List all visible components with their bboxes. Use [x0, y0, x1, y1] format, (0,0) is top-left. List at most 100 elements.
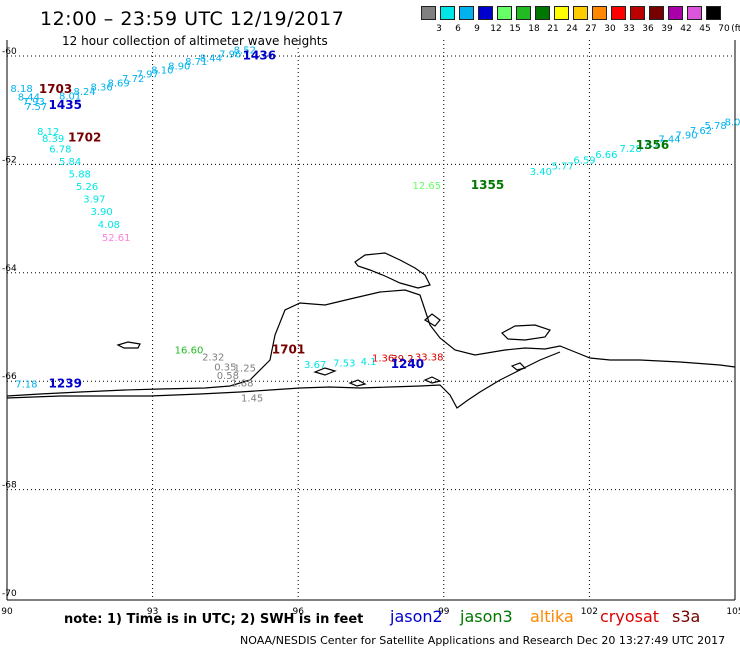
legend-swatch — [611, 6, 626, 20]
swh-value-label: 7.77 — [644, 139, 666, 150]
legend-label: 3 — [436, 24, 442, 34]
swh-value-label: 5.26 — [76, 182, 98, 193]
legend-label: 15 — [509, 24, 521, 34]
swh-value-label: 0.58 — [217, 371, 239, 382]
satellite-altika: altika — [530, 607, 574, 626]
swh-value-label: 7.57 — [25, 102, 47, 113]
pass-time-label: 1355 — [471, 178, 504, 192]
swh-value-label: 8.10 — [151, 65, 173, 76]
swh-value-label: 8.44 — [200, 53, 222, 64]
lat-tick-label: -68 — [2, 481, 17, 491]
altimeter-tracks: 8.527.968.448.718.908.107.977.728.698.36… — [10, 45, 740, 404]
axis-tick-labels: 90 93 96 99 102 105 -60 -62 -64 -66 -68 -70 — [1, 47, 740, 617]
legend-swatch — [649, 6, 664, 20]
legend-swatch — [668, 6, 683, 20]
legend-unit: (ft) — [731, 24, 740, 34]
legend-label: 30 — [604, 24, 616, 34]
swh-value-label: 8.12 — [37, 127, 59, 138]
swh-value-label: 8.0 — [725, 117, 740, 128]
swh-value-label: 8.18 — [10, 84, 32, 95]
legend-label: 9 — [474, 24, 480, 34]
lat-tick-label: -70 — [2, 589, 17, 599]
satellite-cryosat: cryosat — [600, 607, 660, 626]
map-frame — [6, 40, 736, 601]
lat-tick-label: -60 — [2, 47, 17, 57]
swh-value-label: 7.53 — [333, 359, 355, 370]
swh-value-label: 12.65 — [412, 181, 441, 192]
legend-label: 27 — [585, 24, 597, 34]
swh-value-label: 8.71 — [185, 57, 207, 68]
swh-value-label: 5.78 — [704, 121, 726, 132]
swh-value-label: 5.84 — [59, 157, 81, 168]
swh-value-label: 6.66 — [595, 150, 617, 161]
swh-value-label: 6.78 — [49, 144, 71, 155]
swh-value-label: 7.93 — [23, 97, 45, 108]
pass-time-label: 1435 — [49, 98, 82, 112]
lat-tick-label: -66 — [2, 372, 17, 382]
legend-label: 21 — [547, 24, 559, 34]
legend-swatch — [459, 6, 474, 20]
swh-value-label: 3.67 — [304, 360, 326, 371]
lon-tick-label: 90 — [1, 607, 13, 617]
legend-swatch — [535, 6, 550, 20]
swh-value-label: 4.08 — [98, 220, 120, 231]
swh-value-label: 7.90 — [675, 130, 697, 141]
pass-time-label: 1701 — [272, 343, 305, 357]
swh-value-label: 7.44 — [658, 135, 680, 146]
legend-swatch — [573, 6, 588, 20]
swh-value-label: 1.25 — [234, 363, 256, 374]
swh-value-label: 16.60 — [175, 346, 204, 357]
swh-value-label: 1.45 — [241, 393, 263, 404]
swh-value-label: 8.44 — [18, 92, 40, 103]
swh-value-label: 8.24 — [74, 87, 96, 98]
note-text: note: 1) Time is in UTC; 2) SWH is in fe… — [64, 612, 364, 627]
page-title: 12:00 – 23:59 UTC 12/19/2017 — [40, 8, 345, 30]
legend-label: 6 — [455, 24, 461, 34]
swh-value-label: 5.77 — [552, 161, 574, 172]
legend-swatch — [592, 6, 607, 20]
pass-time-label: 1356 — [636, 138, 669, 152]
swh-value-label: 8.39 — [42, 134, 64, 145]
swh-value-label: 1.36 — [372, 354, 394, 365]
swh-value-label: 7.96 — [219, 50, 241, 61]
legend-swatch — [440, 6, 455, 20]
legend-label: 42 — [680, 24, 692, 34]
swh-value-label: 5.88 — [69, 169, 91, 180]
swh-value-label: 0.35 — [214, 362, 236, 373]
satellite-jason2: jason2 — [390, 607, 443, 626]
legend-label: 33 — [623, 24, 635, 34]
legend-swatch — [478, 6, 493, 20]
lon-tick-label: 105 — [726, 607, 740, 617]
legend-swatch — [516, 6, 531, 20]
swh-value-label: 7.28 — [620, 144, 642, 155]
pass-time-label: 1239 — [49, 377, 82, 391]
swh-value-label: 7.62 — [690, 126, 712, 137]
swh-value-label: 3.97 — [83, 194, 105, 205]
swh-value-label: 8.52 — [234, 45, 256, 56]
swh-value-label: 8.36 — [91, 83, 113, 94]
legend-swatch — [687, 6, 702, 20]
page-subtitle: 12 hour collection of altimeter wave hei… — [62, 34, 328, 48]
swh-value-label: 33.38 — [415, 353, 444, 364]
lon-tick-label: 102 — [581, 607, 598, 617]
pass-time-label: 1702 — [68, 131, 101, 145]
satellite-s3a: s3a — [672, 607, 701, 626]
legend-swatch — [554, 6, 569, 20]
swh-value-label: 7.18 — [15, 380, 37, 391]
antarctic-coastline — [6, 252, 736, 409]
swh-value-label: 52.61 — [102, 233, 131, 244]
swh-value-label: 1.88 — [231, 379, 253, 390]
swh-value-label: 8.90 — [168, 62, 190, 73]
pass-time-label: 1240 — [391, 357, 424, 371]
pass-time-label: 1703 — [39, 82, 72, 96]
lon-tick-label: 99 — [438, 607, 450, 617]
lat-tick-label: -64 — [2, 264, 17, 274]
satellite-jason3: jason3 — [460, 607, 513, 626]
swh-value-label: 8.01 — [59, 91, 81, 102]
legend-label: 24 — [566, 24, 578, 34]
legend-label: 18 — [528, 24, 540, 34]
swh-value-label: 3.40 — [530, 167, 552, 178]
credits-line: NOAA/NESDIS Center for Satellite Applica… — [240, 634, 726, 647]
legend-swatch — [497, 6, 512, 20]
